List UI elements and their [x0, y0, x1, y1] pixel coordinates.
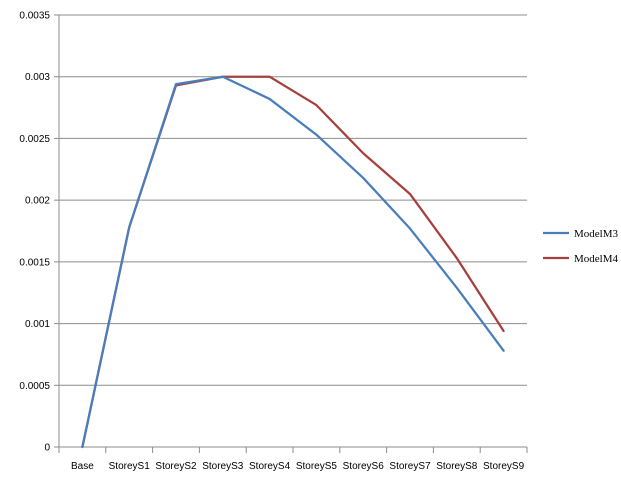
- legend: ModelM3 ModelM4: [543, 228, 619, 265]
- x-tick-label: StoreyS3: [202, 461, 244, 472]
- x-tick-label: StoreyS8: [436, 461, 478, 472]
- y-tick-label: 0.001: [25, 319, 50, 330]
- axis-layer: 0 0.0005 0.001 0.0015 0.002 0.0025 0.003 0.0035…: [19, 11, 528, 472]
- x-tick-label: StoreyS9: [483, 461, 525, 472]
- y-tick-label: 0.0005: [19, 381, 50, 392]
- legend-label-modelm3: ModelM3: [574, 228, 619, 240]
- y-tick-label: 0.0035: [19, 11, 50, 22]
- x-tick-label: Base: [71, 461, 94, 472]
- y-tick-label: 0.0025: [19, 134, 50, 145]
- x-tick-label: StoreyS7: [389, 461, 431, 472]
- series-line-modelm3: [81, 75, 505, 449]
- y-tick-label: 0.0015: [19, 257, 50, 268]
- y-tick-label: 0.003: [25, 72, 50, 83]
- x-tick-label: StoreyS6: [343, 461, 385, 472]
- y-tick-label: 0: [44, 443, 50, 454]
- x-tick-label: StoreyS4: [249, 461, 291, 472]
- x-tick-label: StoreyS2: [155, 461, 197, 472]
- x-tick-label: StoreyS1: [109, 461, 151, 472]
- y-tick-label: 0.002: [25, 196, 50, 207]
- x-tick-label: StoreyS5: [296, 461, 338, 472]
- series-layer: [81, 75, 505, 449]
- legend-label-modelm4: ModelM4: [574, 253, 619, 265]
- grid-layer: [59, 14, 527, 386]
